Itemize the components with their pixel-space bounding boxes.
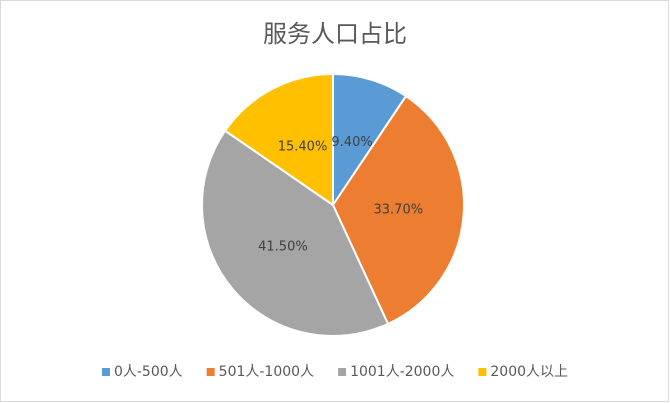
pie-slice [332,72,408,209]
pie-slice [201,129,390,337]
legend-label: 0人-500人 [114,364,183,380]
legend-label: 1001人-2000人 [350,364,454,380]
legend-marker [338,368,347,376]
pie-slice [223,72,334,207]
data-label: 41.50% [258,240,308,255]
legend-label: 501人-1000人 [219,364,314,380]
pie-slice [331,94,465,326]
data-label: 9.40% [331,135,372,150]
chart-title: 服务人口占比 [263,20,407,48]
legend-marker [101,368,110,376]
legend-label: 2000人以上 [490,364,568,380]
data-label: 33.70% [374,203,424,218]
legend-marker [206,368,215,376]
legend-marker [478,368,487,376]
data-label: 15.40% [278,140,328,155]
